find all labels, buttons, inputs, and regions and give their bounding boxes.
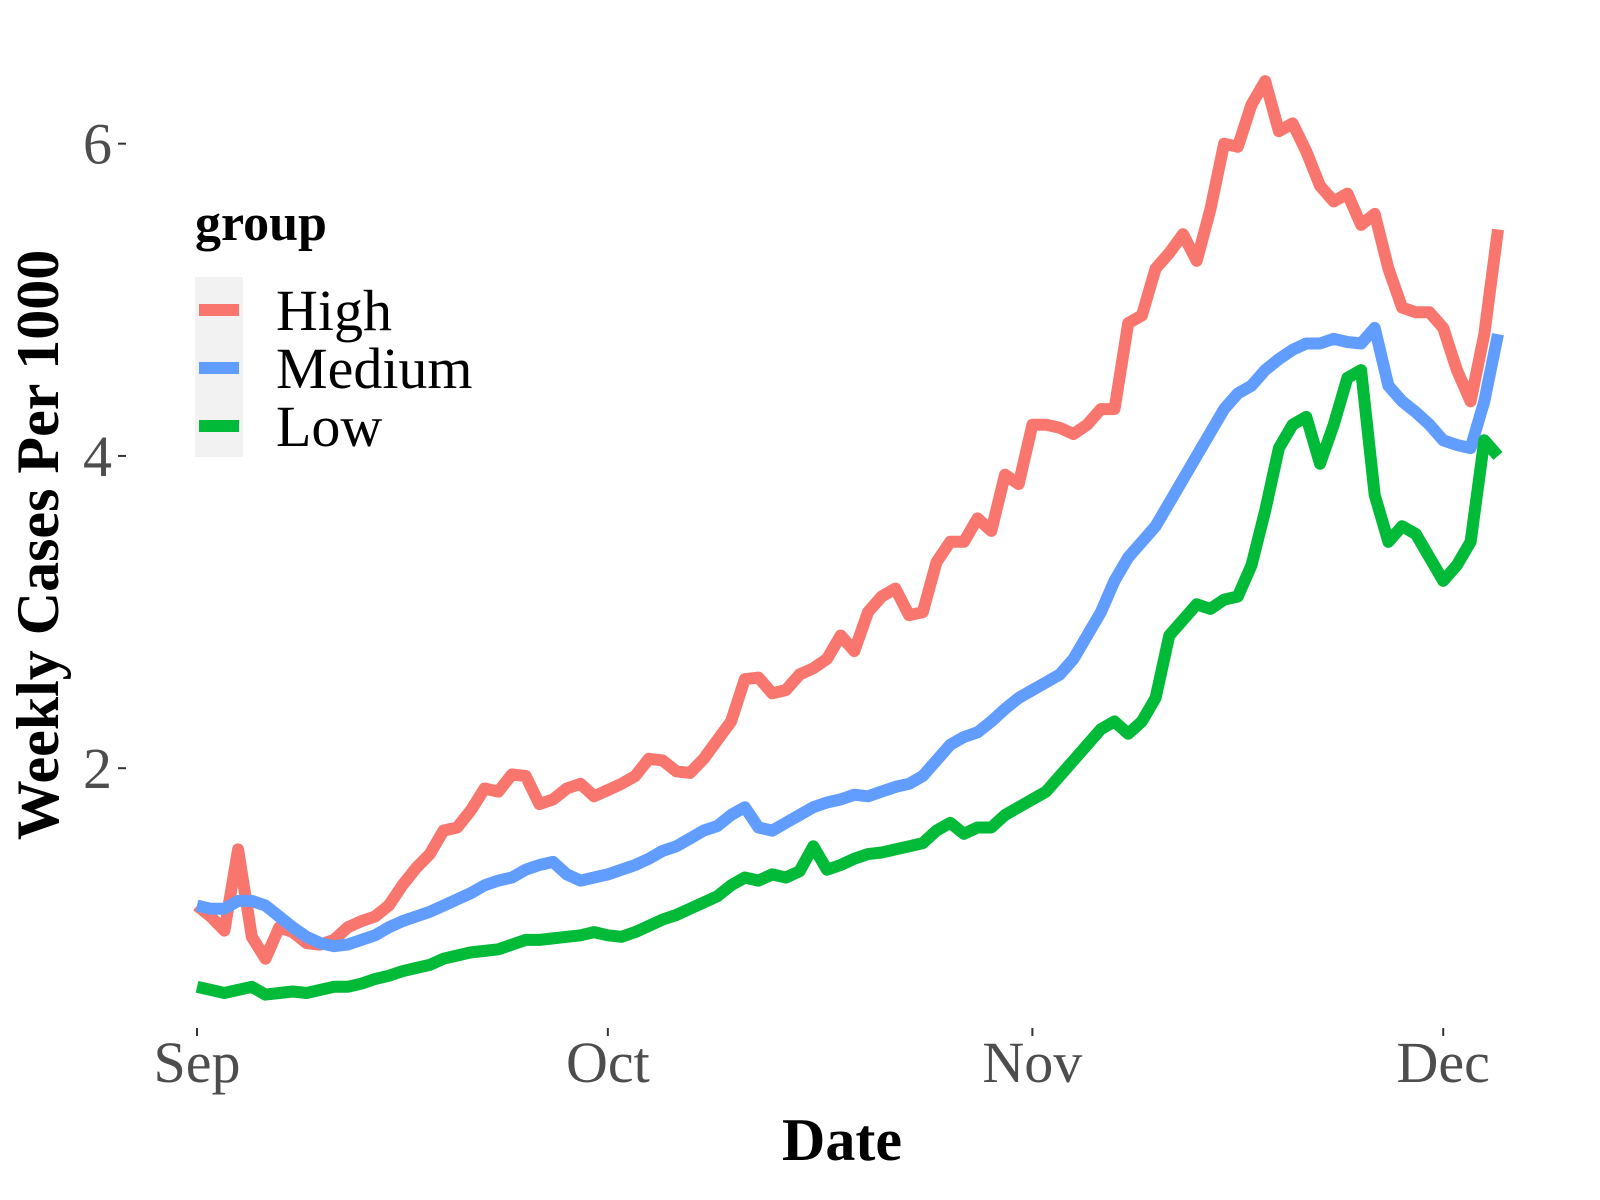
legend-label-high: High bbox=[276, 278, 392, 343]
plot-area bbox=[193, 75, 1504, 1001]
y-tick-label: 2 bbox=[83, 736, 112, 801]
series-line-medium bbox=[195, 321, 1504, 953]
legend-title: group bbox=[195, 195, 327, 252]
x-tick-label: Nov bbox=[982, 1030, 1082, 1095]
y-tick-label: 4 bbox=[83, 424, 112, 489]
x-tick-label: Sep bbox=[154, 1030, 241, 1095]
x-axis-title: Date bbox=[782, 1107, 902, 1173]
x-axis: Sep Oct Nov Dec bbox=[154, 1028, 1490, 1095]
legend-label-low: Low bbox=[276, 394, 382, 459]
y-tick-label: 6 bbox=[83, 112, 112, 177]
x-tick-label: Dec bbox=[1397, 1030, 1490, 1095]
x-tick-label: Oct bbox=[566, 1030, 650, 1095]
series-line-low bbox=[195, 364, 1503, 1001]
y-axis: 2 4 6 bbox=[83, 112, 126, 801]
y-axis-title: Weekly Cases Per 1000 bbox=[5, 250, 71, 840]
legend-label-medium: Medium bbox=[276, 336, 473, 401]
series-line-high bbox=[193, 75, 1504, 965]
